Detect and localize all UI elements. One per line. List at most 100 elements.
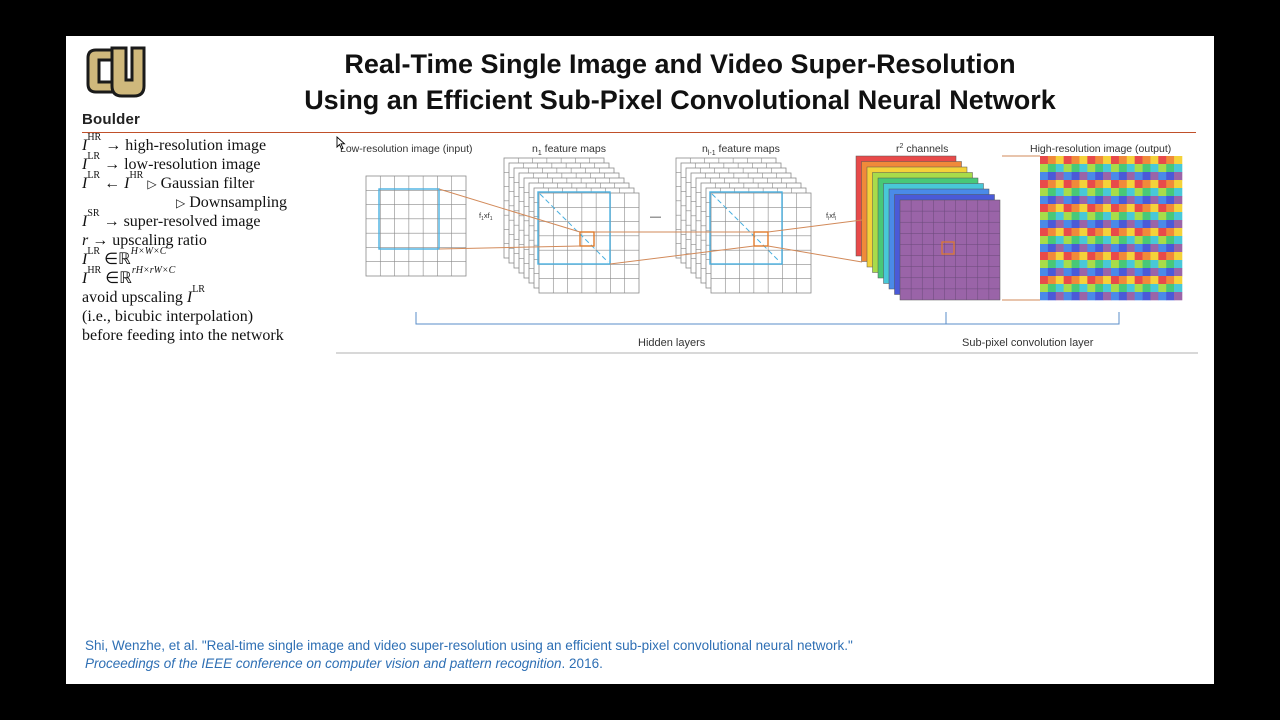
output-pixel — [1079, 276, 1088, 285]
connector-line — [767, 245, 863, 263]
output-pixel — [1095, 196, 1104, 205]
output-pixel — [1118, 260, 1128, 269]
output-pixel — [1118, 204, 1128, 213]
output-pixel — [1111, 236, 1120, 245]
output-pixel — [1158, 236, 1167, 245]
output-pixel — [1055, 220, 1064, 229]
output-pixel — [1055, 180, 1064, 189]
output-pixel — [1166, 228, 1175, 237]
output-pixel — [1134, 260, 1143, 269]
output-pixel — [1142, 204, 1151, 213]
output-pixel — [1111, 180, 1120, 189]
output-pixel — [1166, 236, 1175, 245]
output-pixel — [1055, 228, 1064, 237]
output-pixel — [1087, 260, 1096, 269]
output-pixel — [1166, 284, 1175, 293]
output-pixel — [1158, 172, 1167, 181]
nl-diagonal — [711, 193, 781, 263]
output-pixel — [1079, 236, 1088, 245]
output-pixel — [1118, 228, 1128, 237]
output-pixel — [1166, 292, 1175, 301]
output-pixel — [1079, 292, 1088, 301]
output-pixel — [1055, 172, 1064, 181]
output-pixel — [1111, 252, 1120, 261]
output-pixel — [1079, 268, 1088, 277]
output-pixel — [1055, 244, 1064, 253]
output-pixel — [1063, 204, 1072, 213]
output-pixel — [1047, 276, 1057, 285]
output-pixel — [1142, 252, 1151, 261]
output-pixel — [1055, 284, 1064, 293]
output-pixel — [1174, 196, 1183, 205]
output-pixel — [1126, 260, 1135, 269]
output-pixel — [1150, 228, 1159, 237]
note-item: avoid upscaling ILR — [82, 284, 205, 307]
note-item: ILR ∈ℝH×W×C — [82, 246, 167, 269]
output-pixel — [1040, 164, 1049, 173]
output-pixel — [1150, 188, 1159, 197]
output-pixel — [1150, 196, 1159, 205]
output-pixel — [1071, 196, 1080, 205]
output-pixel — [1040, 268, 1049, 277]
output-pixel — [1087, 188, 1096, 197]
output-pixel — [1174, 292, 1183, 301]
output-pixel — [1079, 156, 1088, 165]
output-pixel — [1103, 180, 1112, 189]
note-item: (i.e., bicubic interpolation) — [82, 308, 254, 325]
output-pixel — [1087, 196, 1096, 205]
output-pixel — [1134, 156, 1143, 165]
label-input: Low-resolution image (input) — [340, 143, 472, 155]
label-hidden-layers: Hidden layers — [638, 337, 706, 349]
output-pixel — [1095, 212, 1104, 221]
output-pixel — [1126, 172, 1135, 181]
output-pixel — [1087, 180, 1096, 189]
output-pixel — [1063, 228, 1072, 237]
channel-stack — [855, 155, 1001, 301]
output-pixel — [1158, 196, 1167, 205]
output-pixel — [1040, 236, 1049, 245]
output-pixel — [1071, 172, 1080, 181]
output-pixel — [1095, 164, 1104, 173]
output-pixel — [1166, 156, 1175, 165]
grid-layer — [365, 157, 812, 294]
output-pixel — [1047, 180, 1057, 189]
output-pixel — [1095, 188, 1104, 197]
output-pixel — [1126, 268, 1135, 277]
output-pixel — [1174, 228, 1183, 237]
output-pixel — [1111, 196, 1120, 205]
output-pixel — [1087, 156, 1096, 165]
espcn-architecture-figure: Low-resolution image (input) n1 feature … — [336, 136, 1198, 354]
output-pixel — [1071, 188, 1080, 197]
input-patch — [378, 188, 440, 250]
output-pixel — [1134, 204, 1143, 213]
output-pixel — [1118, 156, 1128, 165]
output-pixel — [1079, 252, 1088, 261]
output-pixel — [1103, 228, 1112, 237]
label-output: High-resolution image (output) — [1030, 143, 1171, 155]
output-pixel — [1079, 228, 1088, 237]
slide-title: Real-Time Single Image and Video Super-R… — [186, 46, 1174, 118]
output-pixel — [1040, 204, 1049, 213]
output-pixel — [1150, 212, 1159, 221]
output-pixel — [1142, 276, 1151, 285]
output-pixel — [1126, 156, 1135, 165]
citation-line-1: Shi, Wenzhe, et al. "Real-time single im… — [85, 638, 853, 653]
output-pixel — [1055, 292, 1064, 301]
output-pixel — [1079, 164, 1088, 173]
n1-kernel — [579, 231, 595, 247]
output-pixel — [1118, 284, 1128, 293]
output-pixel — [1158, 228, 1167, 237]
output-pixel — [1166, 212, 1175, 221]
output-pixel — [1040, 244, 1049, 253]
title-line-1: Real-Time Single Image and Video Super-R… — [344, 49, 1016, 79]
output-pixel — [1103, 164, 1112, 173]
output-pixel — [1047, 204, 1057, 213]
output-pixel — [1142, 188, 1151, 197]
output-pixel — [1111, 276, 1120, 285]
output-pixel — [1134, 252, 1143, 261]
output-pixel — [1055, 164, 1064, 173]
output-pixel — [1118, 196, 1128, 205]
cu-logo-icon — [86, 46, 146, 98]
note-item: IHR ∈ℝrH×rW×C — [82, 265, 176, 288]
mouse-cursor-icon — [336, 136, 346, 150]
